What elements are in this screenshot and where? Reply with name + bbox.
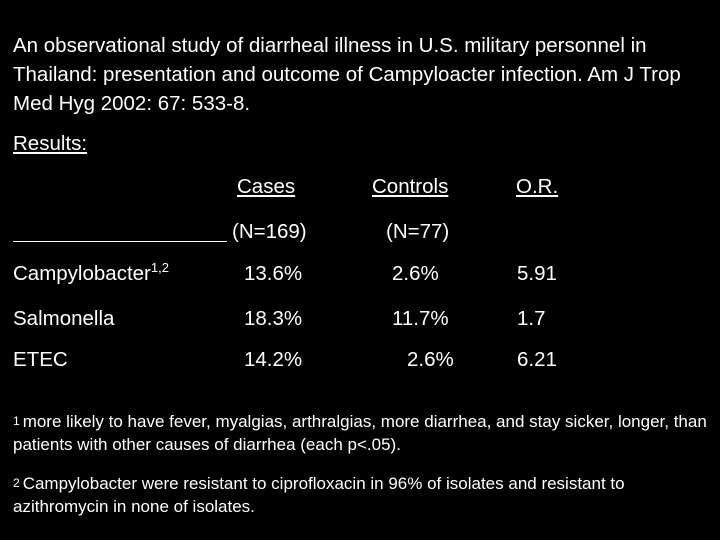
label-column-rule [13, 241, 227, 242]
citation-text: An observational study of diarrheal illn… [13, 34, 681, 115]
table-row-label: Campylobacter1,2 [13, 260, 169, 286]
cell-controls: 11.7% [392, 307, 449, 330]
cell-cases: 18.3% [244, 307, 303, 330]
header-controls: Controls [372, 175, 449, 198]
header-cases: Cases [237, 175, 296, 198]
footnote-1: 1 more likely to have fever, myalgias, ar… [13, 410, 713, 456]
row-label-salmonella: Salmonella [13, 307, 115, 330]
row-label-etec: ETEC [13, 348, 68, 371]
footnote-text: more likely to have fever, myalgias, art… [13, 412, 707, 454]
footnote-mark: 2 [13, 476, 20, 490]
results-heading: Results: [13, 132, 88, 155]
cell-cases: 13.6% [244, 262, 303, 285]
row-footnote-ref: 1,2 [150, 260, 169, 275]
cell-odds-ratio: 6.21 [517, 348, 557, 371]
cell-odds-ratio: 1.7 [517, 307, 546, 330]
header-odds-ratio: O.R. [516, 175, 559, 198]
cell-odds-ratio: 5.91 [517, 262, 557, 285]
footnote-2: 2 Campylobacter were resistant to ciprofl… [13, 472, 713, 518]
n-controls: (N=77) [386, 220, 450, 243]
n-cases: (N=169) [232, 220, 307, 243]
cell-controls: 2.6% [392, 262, 439, 285]
footnote-mark: 1 [13, 414, 20, 428]
footnote-text: Campylobacter were resistant to ciproflo… [13, 474, 625, 516]
cell-controls: 2.6% [407, 348, 454, 371]
cell-cases: 14.2% [244, 348, 303, 371]
row-label-campylobacter: Campylobacter [13, 262, 151, 285]
